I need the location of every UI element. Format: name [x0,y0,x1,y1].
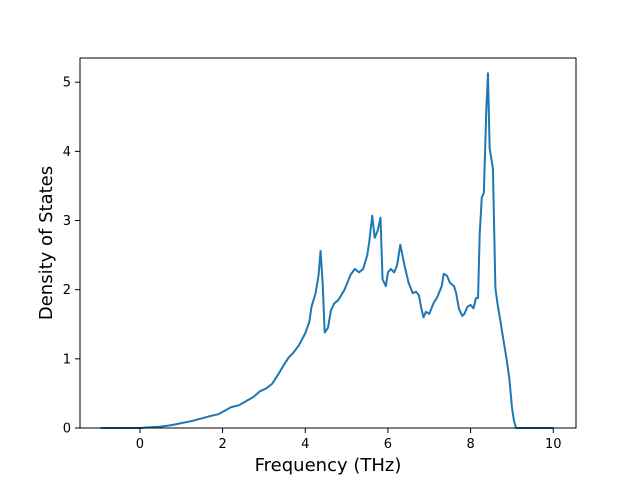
y-tick-label: 3 [63,214,71,229]
y-tick-label: 1 [63,352,71,367]
x-tick-label: 4 [301,437,309,452]
dos-series-line [100,72,554,429]
plot-layer [100,72,554,429]
y-axis-label: Density of States [36,166,57,320]
x-tick-label: 10 [545,437,562,452]
x-tick-label: 0 [136,437,144,452]
y-tick-label: 4 [63,145,71,160]
y-ticks: 0 1 2 3 4 5 [63,76,80,437]
x-tick-label: 8 [466,437,474,452]
x-ticks: 0 2 4 6 8 10 [136,428,562,452]
axes-frame [79,57,577,429]
x-tick-label: 6 [384,437,392,452]
x-tick-label: 2 [218,437,226,452]
y-tick-label: 2 [63,283,71,298]
y-tick-label: 0 [63,422,71,437]
y-tick-label: 5 [63,76,71,91]
x-axis-label: Frequency (THz) [255,455,402,476]
